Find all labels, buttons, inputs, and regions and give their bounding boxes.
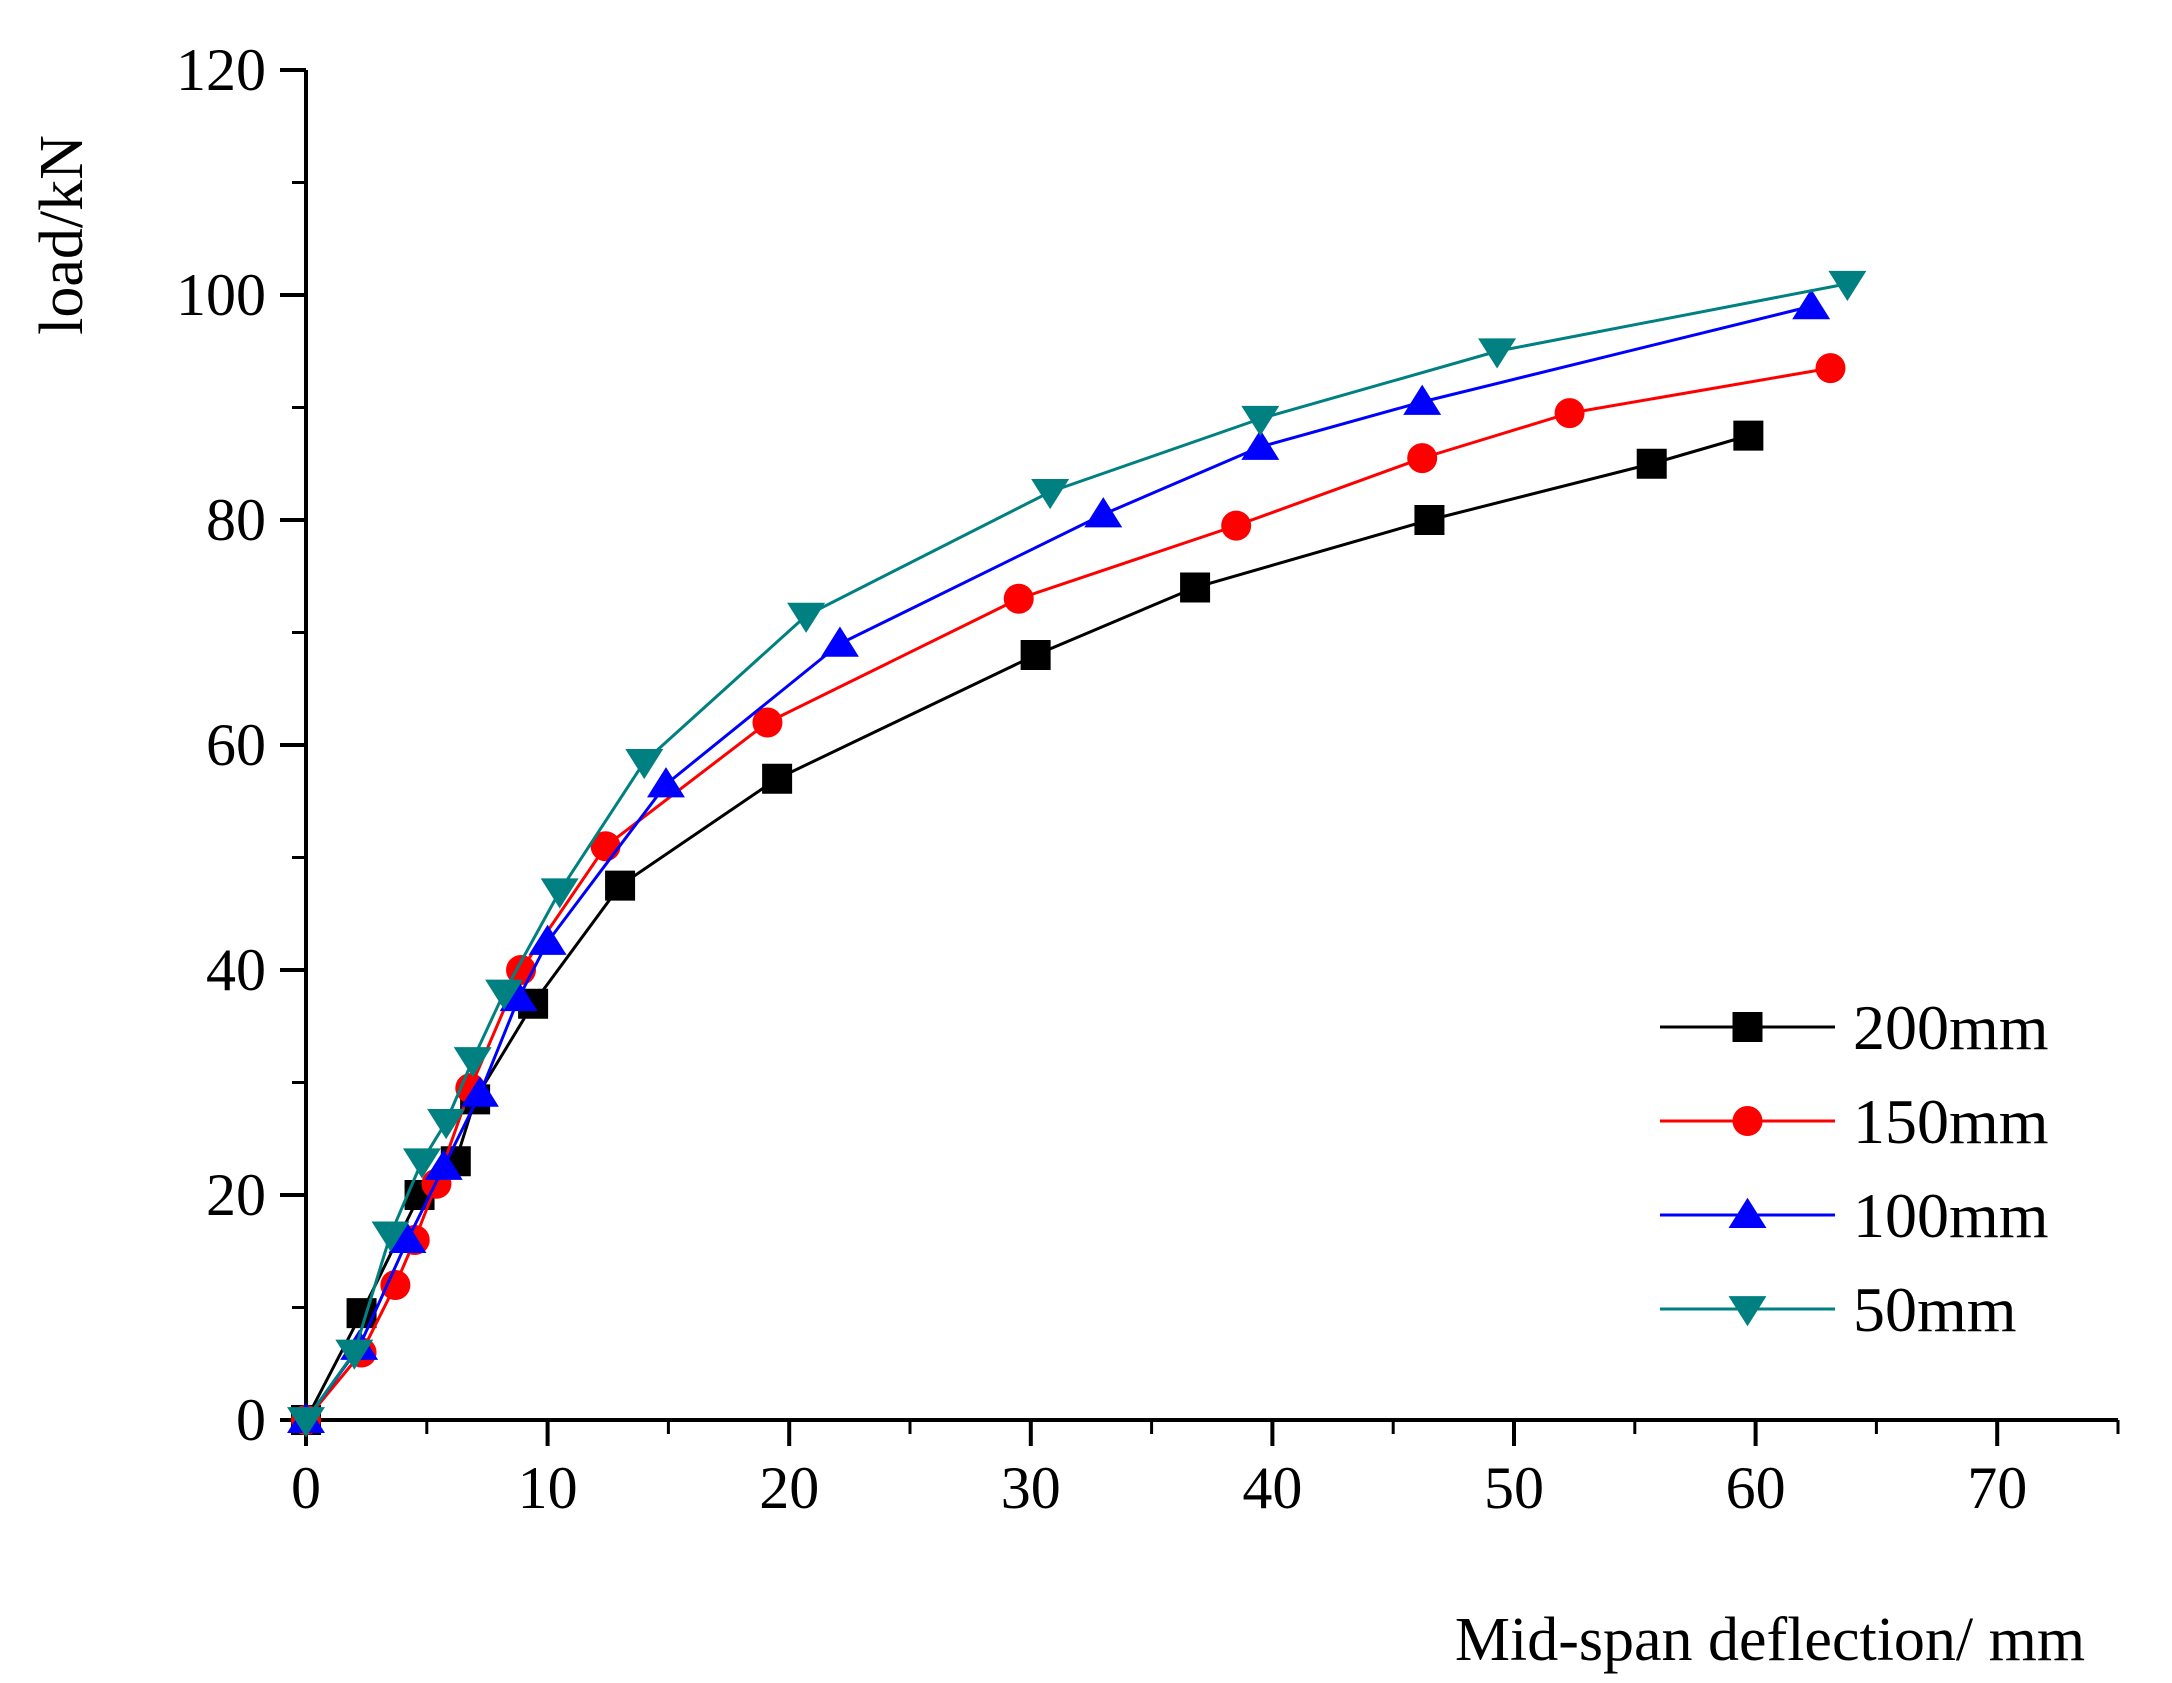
data-point-50mm: [1828, 270, 1867, 301]
series-50mm: [287, 270, 1867, 1438]
y-tick-label: 40: [206, 937, 266, 1003]
data-point-150mm: [380, 1270, 411, 1300]
data-point-200mm: [605, 870, 636, 901]
data-point-100mm: [499, 980, 538, 1012]
legend-marker: [1728, 1197, 1767, 1228]
data-point-100mm: [528, 924, 567, 955]
data-point-50mm: [787, 602, 826, 633]
x-tick-label: 0: [291, 1455, 321, 1521]
series-line-100mm: [304, 304, 1812, 1421]
data-point-50mm: [1031, 478, 1070, 510]
legend-label: 200mm: [1853, 992, 2049, 1063]
data-point-150mm: [752, 707, 783, 738]
data-point-100mm: [424, 1149, 463, 1180]
axes: 0 20 40 60 80 100 120 0 10 20 30 40 50 60 70: [176, 37, 2120, 1521]
x-tick-label: 30: [1001, 1455, 1061, 1521]
data-point-50mm: [540, 878, 579, 909]
legend-entry: 100mm: [1660, 1180, 2049, 1251]
legend: 200mm 150mm 100mm 50mm: [1660, 992, 2049, 1345]
y-tick-label: 0: [236, 1387, 266, 1453]
data-point-150mm: [1815, 353, 1846, 384]
series-100mm: [287, 289, 1831, 1433]
legend-marker: [1732, 1012, 1763, 1042]
series-line-50mm: [304, 282, 1848, 1421]
data-point-50mm: [485, 979, 524, 1010]
data-point-50mm: [625, 748, 664, 780]
y-tick-label: 20: [206, 1162, 266, 1228]
data-point-150mm: [1407, 443, 1438, 474]
data-point-50mm: [371, 1221, 410, 1252]
data-point-100mm: [647, 767, 685, 798]
legend-entry: 200mm: [1660, 992, 2049, 1063]
series-layer: [287, 270, 1867, 1438]
series-line-150mm: [304, 366, 1831, 1421]
legend-label: 150mm: [1853, 1086, 2049, 1157]
data-point-150mm: [1221, 510, 1252, 541]
x-axis-title: Mid-span deflection/ mm: [1455, 1606, 2085, 1674]
data-point-200mm: [1180, 572, 1211, 603]
data-point-50mm: [1241, 405, 1280, 436]
data-point-100mm: [1241, 429, 1280, 460]
legend-entry: 150mm: [1660, 1086, 2049, 1157]
y-tick-label: 80: [206, 487, 266, 553]
data-point-50mm: [1478, 338, 1517, 369]
y-axis-title: load/kN: [28, 135, 96, 335]
data-point-200mm: [1733, 420, 1764, 451]
y-tick-label: 100: [176, 262, 266, 328]
data-point-200mm: [1414, 505, 1445, 535]
data-point-100mm: [820, 626, 859, 657]
data-point-50mm: [427, 1108, 466, 1140]
legend-label: 100mm: [1853, 1180, 2049, 1251]
legend-entry: 50mm: [1660, 1274, 2017, 1345]
data-point-50mm: [287, 1407, 325, 1438]
series-200mm: [291, 420, 1764, 1435]
data-point-100mm: [388, 1222, 427, 1253]
legend-marker: [1732, 1106, 1763, 1136]
legend-label: 50mm: [1853, 1274, 2017, 1345]
legend-marker: [1728, 1296, 1767, 1327]
x-tick-label: 60: [1726, 1455, 1786, 1521]
data-point-50mm: [453, 1047, 492, 1078]
data-point-200mm: [762, 763, 793, 794]
x-tick-label: 50: [1484, 1455, 1544, 1521]
data-point-200mm: [1636, 448, 1667, 479]
data-point-150mm: [1554, 398, 1585, 429]
data-point-200mm: [346, 1298, 377, 1329]
x-tick-label: 10: [518, 1455, 578, 1521]
data-point-150mm: [1003, 583, 1034, 614]
x-tick-label: 20: [759, 1455, 819, 1521]
data-point-50mm: [335, 1339, 374, 1370]
data-point-100mm: [1403, 384, 1442, 415]
x-tick-label: 40: [1242, 1455, 1302, 1521]
data-point-100mm: [1792, 289, 1831, 320]
series-150mm: [291, 353, 1846, 1435]
y-tick-label: 120: [176, 37, 266, 103]
data-point-100mm: [1084, 497, 1123, 528]
data-point-200mm: [1020, 640, 1051, 670]
data-point-50mm: [402, 1148, 441, 1179]
data-point-100mm: [460, 1076, 499, 1107]
x-tick-label: 70: [1967, 1455, 2027, 1521]
series-line-200mm: [304, 434, 1749, 1421]
y-tick-label: 60: [206, 712, 266, 778]
